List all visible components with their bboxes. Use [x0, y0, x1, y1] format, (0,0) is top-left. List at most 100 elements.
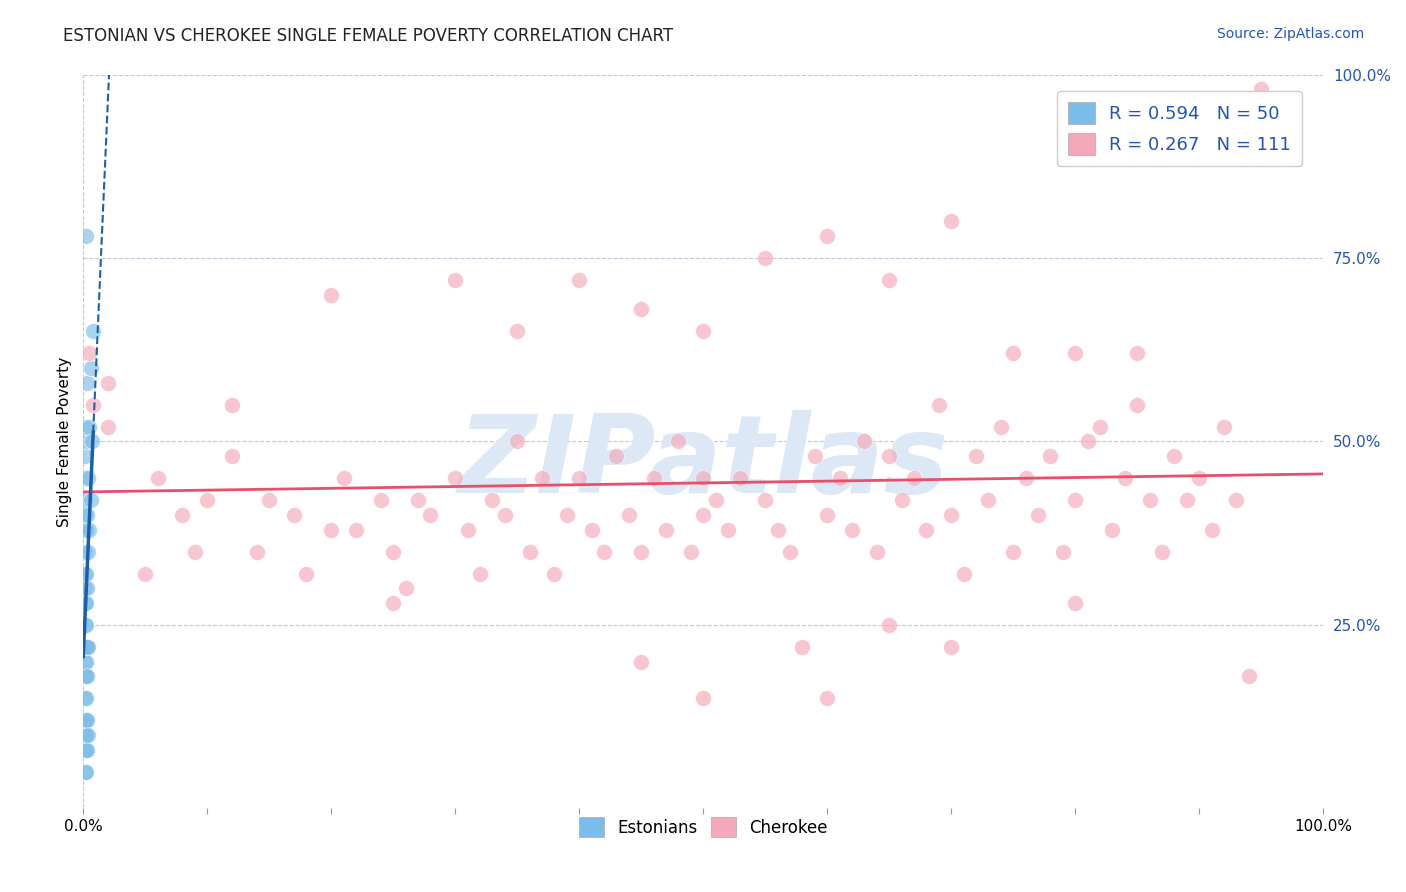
Point [928, 398, 950, 412]
Point [321, 287, 343, 301]
Point [75, 640, 97, 654]
Point [730, 471, 752, 485]
Point [941, 640, 963, 654]
Point [76, 581, 98, 595]
Point [568, 471, 591, 485]
Point [79, 346, 101, 360]
Point [853, 434, 876, 449]
Point [75, 714, 97, 728]
Text: ESTONIAN VS CHEROKEE SINGLE FEMALE POVERTY CORRELATION CHART: ESTONIAN VS CHEROKEE SINGLE FEMALE POVER… [63, 27, 673, 45]
Point [1064, 493, 1087, 508]
Point [457, 523, 479, 537]
Point [1126, 346, 1149, 360]
Point [804, 449, 827, 463]
Point [75, 229, 97, 244]
Point [195, 493, 218, 508]
Point [77, 544, 100, 558]
Legend: Estonians, Cherokee: Estonians, Cherokee [572, 811, 834, 844]
Point [76, 508, 98, 522]
Point [841, 523, 863, 537]
Point [1163, 449, 1185, 463]
Point [370, 493, 392, 508]
Point [877, 618, 900, 632]
Point [1139, 493, 1161, 508]
Point [73, 471, 96, 485]
Point [295, 566, 318, 581]
Point [75, 691, 97, 706]
Point [76, 376, 98, 390]
Point [1250, 82, 1272, 96]
Point [494, 508, 516, 522]
Point [1039, 449, 1062, 463]
Point [321, 523, 343, 537]
Point [655, 523, 678, 537]
Point [1126, 398, 1149, 412]
Point [75, 596, 97, 610]
Point [75, 566, 97, 581]
Point [1064, 596, 1087, 610]
Point [668, 434, 690, 449]
Point [444, 471, 467, 485]
Point [1175, 493, 1198, 508]
Point [75, 618, 97, 632]
Point [73, 434, 96, 449]
Point [82, 325, 104, 339]
Point [73, 728, 96, 742]
Point [605, 449, 627, 463]
Point [80, 361, 103, 376]
Point [990, 419, 1012, 434]
Point [543, 566, 565, 581]
Point [73, 714, 96, 728]
Point [73, 640, 96, 654]
Point [283, 508, 305, 522]
Point [382, 544, 405, 558]
Point [1077, 434, 1099, 449]
Point [76, 714, 98, 728]
Point [80, 434, 103, 449]
Point [877, 449, 900, 463]
Point [221, 449, 243, 463]
Point [568, 273, 591, 287]
Point [77, 640, 100, 654]
Point [76, 669, 98, 683]
Point [77, 471, 100, 485]
Point [779, 544, 801, 558]
Point [80, 493, 103, 508]
Point [1088, 419, 1111, 434]
Point [965, 449, 987, 463]
Point [382, 596, 405, 610]
Point [815, 229, 838, 244]
Point [75, 743, 97, 757]
Point [73, 544, 96, 558]
Point [73, 449, 96, 463]
Point [977, 493, 1000, 508]
Point [1064, 346, 1087, 360]
Point [97, 376, 120, 390]
Point [952, 566, 974, 581]
Point [172, 508, 194, 522]
Point [915, 523, 938, 537]
Point [1201, 523, 1223, 537]
Point [73, 596, 96, 610]
Point [73, 669, 96, 683]
Point [73, 743, 96, 757]
Point [146, 471, 169, 485]
Point [828, 471, 851, 485]
Point [630, 544, 652, 558]
Point [344, 523, 367, 537]
Point [481, 493, 503, 508]
Point [73, 581, 96, 595]
Point [73, 566, 96, 581]
Point [1026, 508, 1049, 522]
Point [73, 508, 96, 522]
Point [643, 471, 665, 485]
Point [630, 655, 652, 669]
Point [73, 493, 96, 508]
Point [815, 691, 838, 706]
Point [259, 493, 281, 508]
Point [531, 471, 554, 485]
Point [692, 325, 714, 339]
Point [679, 544, 702, 558]
Point [506, 325, 529, 339]
Point [890, 493, 912, 508]
